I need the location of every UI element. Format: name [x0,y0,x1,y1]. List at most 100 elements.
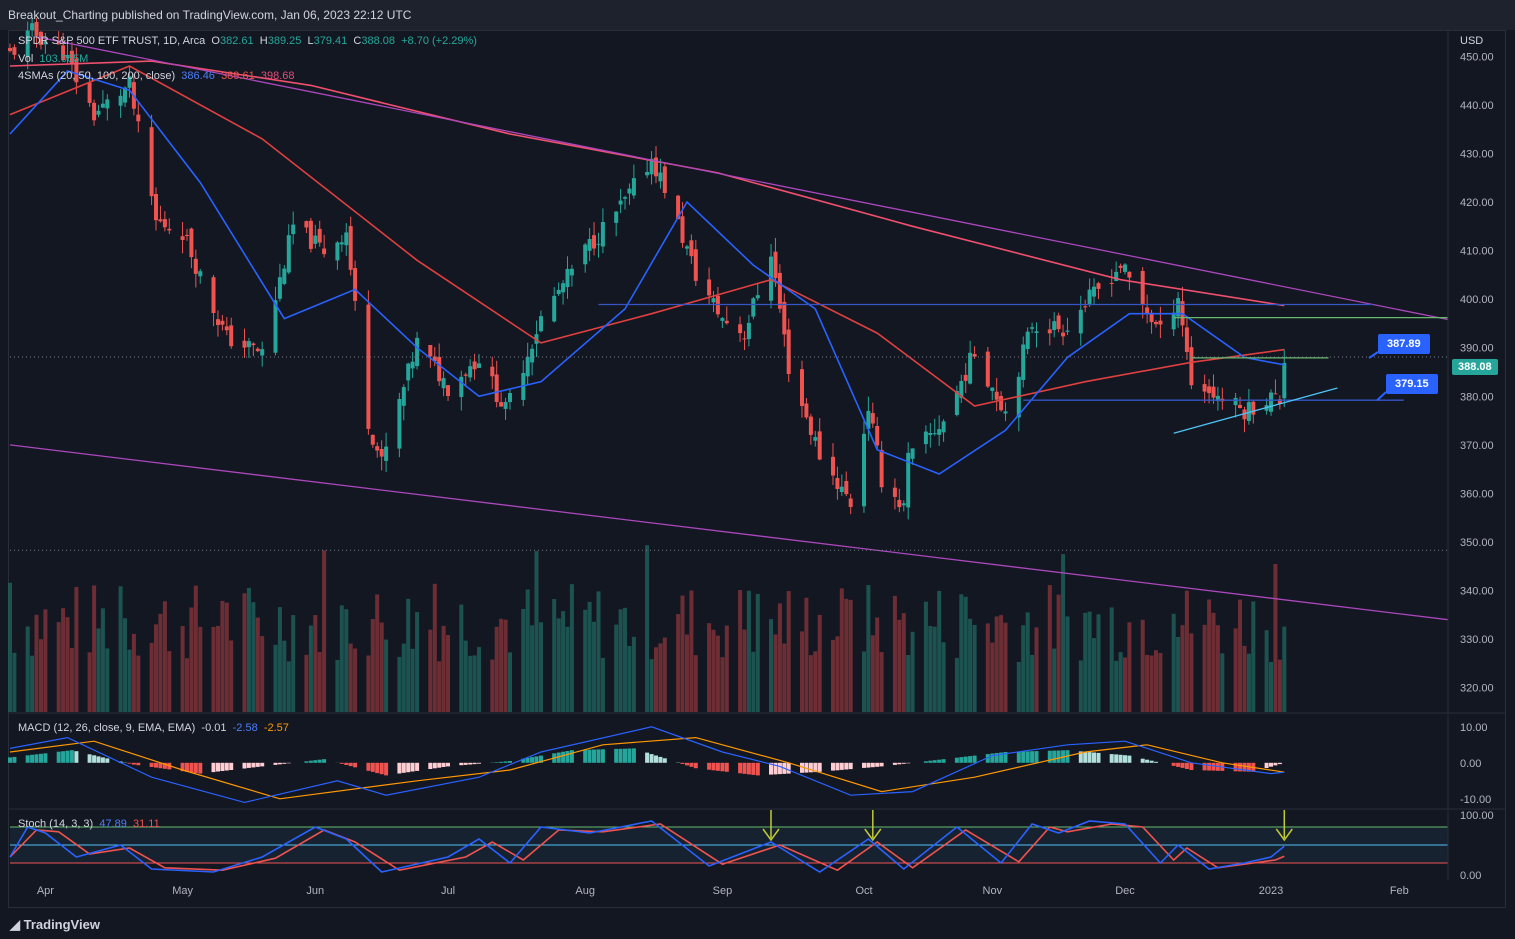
stoch-k-value: 47.89 [99,818,127,830]
volume-bar [1087,611,1092,712]
macd-histogram-bar [415,762,420,771]
macd-histogram-bar [525,757,530,763]
candle-body [658,172,663,182]
callout-lower[interactable]: 379.15 [1386,374,1438,394]
macd-histogram-bar [185,762,189,772]
price-panel[interactable] [8,18,1449,712]
macd-histogram-bar [339,762,344,764]
x-tick-label: Dec [1115,885,1135,897]
volume-bar [777,603,782,712]
macd-histogram-bar [353,762,358,768]
volume-bar [1061,554,1066,712]
candle-body [587,239,592,251]
macd-histogram-bar [631,748,636,763]
volume-bar [463,640,468,712]
macd-histogram-bar [1078,751,1083,763]
candle-body [1242,409,1247,420]
macd-histogram-bar [618,748,623,763]
macd-histogram-bar [220,762,225,771]
macd-histogram-bar [923,761,928,763]
volume-bar [1065,616,1070,712]
volume-bar [317,652,322,712]
y-tick-label: 400.00 [1460,294,1494,306]
candle-body [552,295,557,322]
macd-histogram-bar [322,759,327,763]
candle-body [1114,271,1119,281]
macd-histogram-bar [963,756,968,763]
macd-histogram-bar [742,762,747,774]
macd-histogram-bar [499,761,504,763]
candle-body [344,232,349,246]
volume-bar [1118,652,1123,712]
volume-bar [286,661,291,712]
volume-bar [494,626,499,712]
macd-histogram-bar [773,762,778,775]
macd-histogram-bar [897,762,902,765]
candle-body [8,48,12,51]
macd-histogram-bar [539,755,543,763]
volume-label[interactable]: Vol [18,53,34,65]
volume-bar [92,585,97,712]
candle-body [773,251,778,279]
volume-bar [477,647,481,712]
candle-body [1211,386,1216,398]
macd-histogram-bar [901,762,906,764]
macd-y-tick-label: -10.00 [1460,794,1491,806]
candle-body [87,82,92,103]
macd-histogram-bar [494,762,499,763]
macd-histogram-bar [92,755,97,763]
macd-histogram-bar [105,758,110,763]
sma-label[interactable]: 4SMAs (20, 50, 100, 200, close) [18,70,176,82]
tradingview-logo[interactable]: ◢ TradingView [10,917,100,933]
volume-bar [87,652,92,712]
macd-histogram-bar [308,760,313,763]
candle-body [92,102,97,121]
stoch-panel[interactable] [8,808,1506,873]
candle-body [25,30,30,58]
candle-body [804,403,809,418]
volume-bar [901,613,906,712]
volume-bar [162,601,167,712]
stoch-label[interactable]: Stoch (14, 3, 3) [18,818,94,830]
volume-bar [185,658,189,712]
macd-y-tick-label: 10.00 [1460,722,1488,734]
candle-body [251,343,256,346]
candle-body [1207,386,1212,394]
volume-bar [322,550,327,712]
macd-histogram-bar [724,762,729,772]
macd-label[interactable]: MACD (12, 26, close, 9, EMA, EMA) [18,722,196,734]
macd-panel[interactable] [8,712,1506,804]
candle-body [539,316,543,332]
macd-histogram-bar [1145,759,1150,763]
volume-bar [879,652,884,712]
candle-body [1238,404,1242,408]
volume-bar [406,598,411,712]
candle-body [1277,399,1282,404]
candle-body [1065,330,1070,332]
macd-histogram-bar [1087,752,1092,763]
sma50-line [9,65,1285,407]
candle-body [631,178,636,196]
macd-histogram-bar [477,762,481,764]
macd-histogram-bar [472,762,477,765]
callout-upper[interactable]: 387.89 [1378,334,1430,354]
macd-histogram-bar [273,762,278,765]
candle-body [441,378,446,389]
macd-histogram-bar [43,753,48,763]
volume-bar [870,635,875,712]
symbol-name[interactable]: SPDR S&P 500 ETF TRUST, 1D, Arca [18,35,206,47]
candle-body [565,268,570,288]
macd-histogram-bar [751,762,756,775]
stoch-d-value: 31.11 [133,818,160,830]
macd-histogram-bar [685,762,689,766]
macd-histogram-bar [769,762,773,775]
candle-body [216,319,220,325]
volume-bar [556,618,561,712]
macd-histogram-bar [149,762,154,767]
macd-histogram-bar [813,762,818,773]
volume-bar [769,619,773,712]
candle-body [1184,327,1189,352]
candle-body [1282,362,1287,399]
volume-bar [304,654,309,712]
